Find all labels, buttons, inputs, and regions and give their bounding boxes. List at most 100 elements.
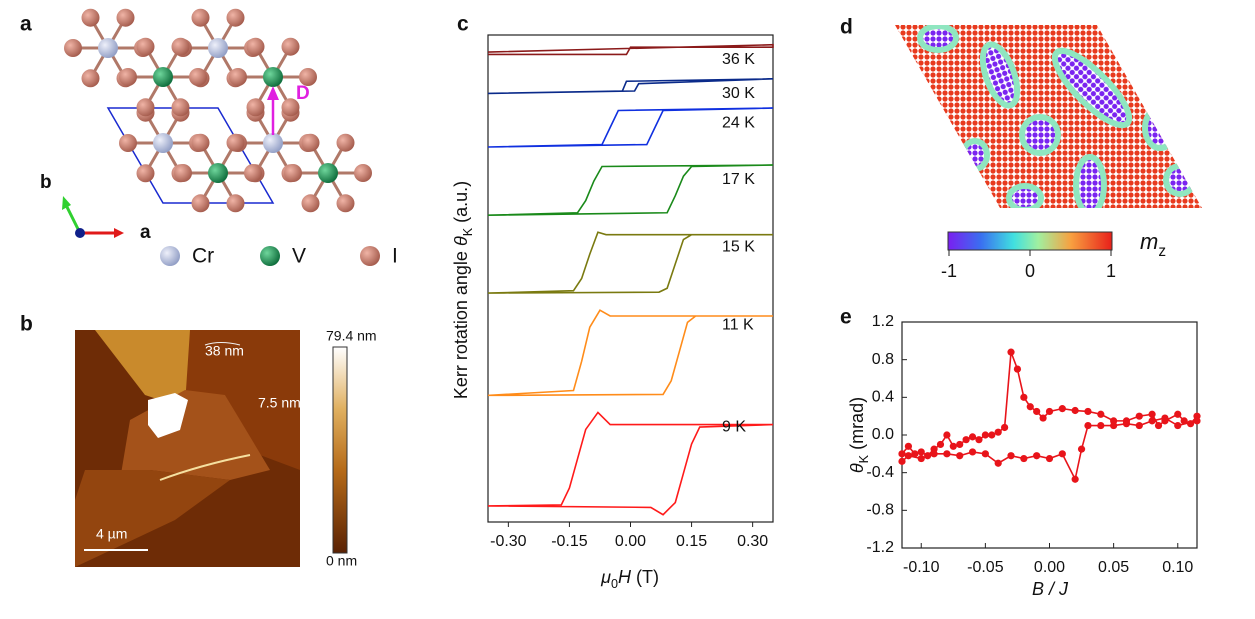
series-line (487, 231, 773, 294)
x-tick-label: -0.30 (490, 533, 527, 550)
label-part: (T) (636, 567, 659, 587)
data-point (1020, 393, 1028, 401)
spin-texture (895, 25, 1202, 208)
series-line (487, 78, 774, 95)
data-point (1084, 407, 1092, 416)
x-tick-label: 0.30 (737, 533, 768, 550)
atom-i (191, 133, 210, 152)
data-point (1154, 421, 1163, 430)
data-point (898, 450, 906, 458)
colorbar-tick-label: 1 (1106, 261, 1116, 281)
data-point (1026, 403, 1034, 411)
label-part: Kerr rotation angle (451, 251, 471, 399)
data-point (1045, 454, 1054, 463)
series-line (487, 107, 774, 148)
colorbar-afm (332, 346, 348, 554)
data-point (1007, 348, 1015, 356)
data-point (1174, 421, 1182, 430)
unit-cell (106, 107, 275, 204)
atom-i (116, 8, 135, 27)
axis-label: a (140, 222, 151, 243)
legend-symbol (360, 246, 380, 266)
y-tick-label: 0.0 (872, 426, 894, 443)
x-axis-title: B / J (1032, 579, 1069, 599)
data-point (904, 442, 913, 450)
colorbar-title: mz (1140, 229, 1166, 260)
data-point (968, 448, 977, 456)
data-point (1020, 454, 1028, 463)
label-part: H (618, 567, 632, 587)
afm-image (75, 330, 300, 567)
series-label: 30 K (722, 85, 755, 102)
colorbar-tick-label: 0 (1025, 261, 1035, 281)
y-tick-label: -1.2 (866, 539, 894, 556)
atom-i (189, 68, 207, 86)
atom-i (64, 39, 82, 57)
atom-i (246, 37, 265, 56)
data-point (924, 452, 932, 460)
atom-i (336, 133, 355, 152)
atom-i (336, 194, 355, 213)
series-label: 15 K (722, 238, 755, 255)
data-point (1186, 420, 1195, 428)
data-point (917, 448, 925, 456)
legend-label: V (292, 245, 306, 268)
label-part: m (1140, 229, 1158, 254)
crystal-structure (64, 8, 372, 213)
legend-symbol (260, 246, 280, 266)
atom-v (318, 163, 338, 183)
atom-i (136, 98, 155, 117)
data-point (1071, 475, 1079, 483)
atom-i (81, 8, 100, 27)
data-point (975, 436, 983, 444)
atom-i (226, 133, 245, 152)
atom-cr (263, 133, 283, 153)
label-part: K (857, 454, 871, 463)
atom-i (299, 68, 317, 86)
label-part: K (461, 227, 475, 236)
data-point (994, 428, 1002, 436)
data-point (981, 431, 989, 439)
data-point (1135, 421, 1143, 430)
label-part: 0 (611, 577, 618, 591)
y-tick-label: -0.8 (866, 502, 894, 519)
x-tick-label: 0.00 (615, 533, 646, 550)
y-tick-label: 1.2 (872, 313, 894, 330)
data-point (917, 454, 925, 463)
data-point (956, 440, 964, 449)
atom-i (301, 133, 320, 152)
data-point (1122, 420, 1131, 428)
axis-origin (75, 228, 85, 238)
label-part: (mrad) (847, 397, 867, 450)
data-point (904, 452, 913, 460)
atom-i (281, 37, 300, 56)
x-tick-label: 0.15 (676, 533, 707, 550)
data-point (1045, 407, 1054, 416)
legend-label: I (392, 245, 398, 268)
data-point (1071, 406, 1079, 415)
colorbar-tick-label: -1 (941, 261, 957, 281)
y-tick-label: -0.4 (866, 464, 894, 481)
label-part: θ (451, 236, 471, 246)
atom-i (171, 37, 190, 56)
atom-cr (153, 133, 173, 153)
y-axis-title: θK (mrad) (847, 397, 872, 473)
atom-i (119, 134, 137, 152)
series-line (487, 411, 774, 516)
atom-v (208, 163, 228, 183)
x-tick-label: 0.00 (1034, 559, 1065, 576)
atom-i (171, 98, 190, 117)
data-point (1013, 365, 1022, 373)
panel-label: e (840, 306, 852, 329)
dmi-arrowhead (267, 86, 279, 100)
atom-i (244, 164, 262, 182)
series-line (487, 43, 774, 56)
scale-bar-label: 4 µm (96, 526, 127, 542)
atom-i (281, 98, 300, 117)
data-point (1058, 450, 1066, 458)
axis-a-head (114, 228, 124, 238)
data-point (988, 431, 996, 439)
height-label: 38 nm (205, 343, 244, 359)
atom-i (81, 69, 100, 88)
series-label: 17 K (722, 171, 755, 188)
